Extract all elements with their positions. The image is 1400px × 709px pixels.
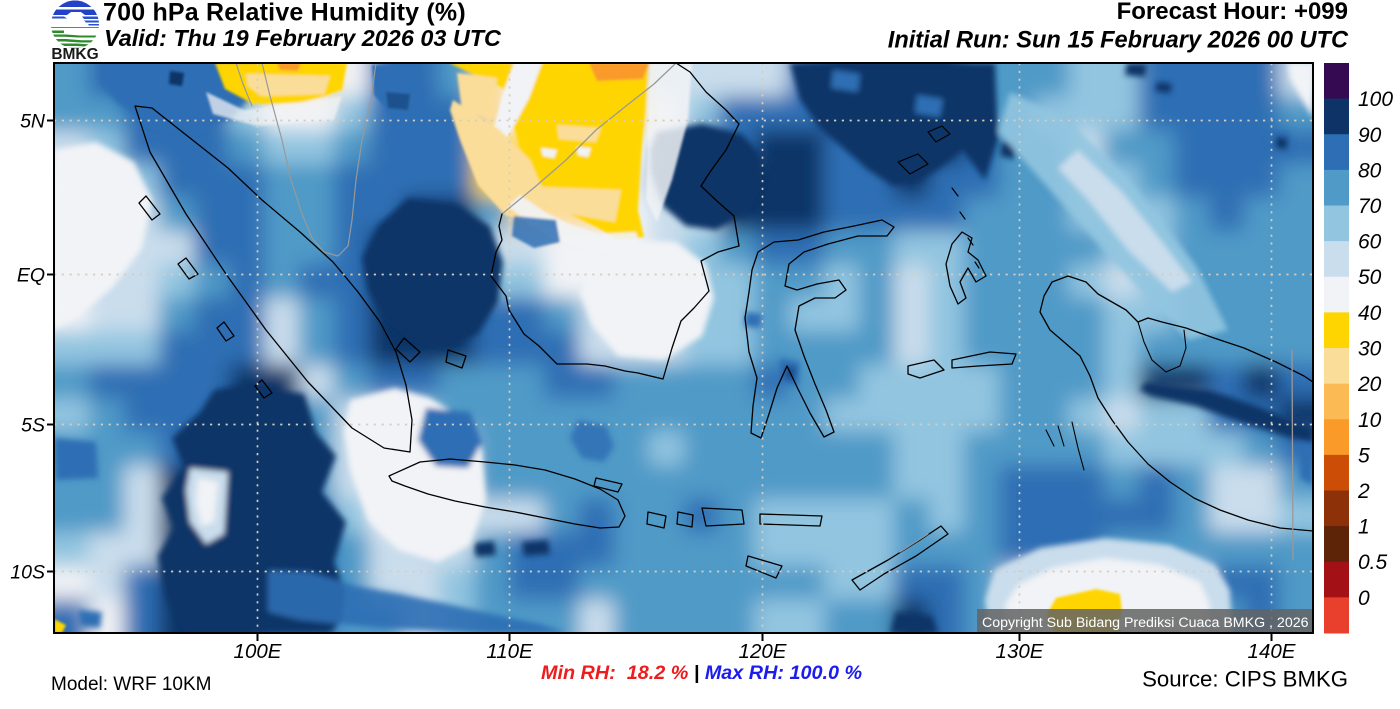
svg-text:80: 80 (1358, 159, 1382, 182)
svg-text:2: 2 (1357, 480, 1370, 503)
svg-text:10S: 10S (10, 562, 45, 584)
svg-text:EQ: EQ (17, 265, 45, 287)
svg-text:0: 0 (1358, 587, 1370, 610)
svg-text:Model: WRF 10KM: Model: WRF 10KM (51, 674, 211, 695)
svg-text:Forecast Hour: +099: Forecast Hour: +099 (1117, 0, 1348, 25)
svg-text:5S: 5S (21, 415, 45, 437)
svg-text:100E: 100E (234, 640, 282, 663)
svg-text:10: 10 (1358, 409, 1382, 432)
svg-text:Source: CIPS BMKG: Source: CIPS BMKG (1142, 667, 1348, 692)
svg-text:110E: 110E (486, 640, 533, 663)
svg-text:5N: 5N (20, 111, 46, 133)
svg-text:20: 20 (1357, 373, 1382, 396)
svg-text:Valid: Thu 19 February 2026 03: Valid: Thu 19 February 2026 03 UTC (104, 25, 502, 51)
svg-text:50: 50 (1358, 266, 1382, 289)
svg-text:90: 90 (1358, 124, 1382, 147)
svg-text:5: 5 (1358, 444, 1370, 467)
svg-text:BMKG: BMKG (51, 46, 98, 63)
svg-text:40: 40 (1358, 302, 1382, 325)
svg-text:70: 70 (1358, 195, 1382, 218)
svg-text:130E: 130E (996, 640, 1044, 663)
svg-text:700 hPa Relative Humidity (%): 700 hPa Relative Humidity (%) (103, 0, 466, 26)
svg-text:Min RH: 18.2 % | Max RH: 100.: Min RH: 18.2 % | Max RH: 100.0 % (541, 662, 862, 684)
svg-text:Initial Run: Sun 15 February 2: Initial Run: Sun 15 February 2026 00 UTC (888, 28, 1349, 54)
svg-text:120E: 120E (739, 640, 787, 663)
svg-text:Copyright Sub Bidang Prediksi: Copyright Sub Bidang Prediksi Cuaca BMKG… (982, 615, 1309, 631)
svg-text:1: 1 (1358, 516, 1370, 539)
svg-text:140E: 140E (1248, 640, 1296, 663)
svg-text:30: 30 (1358, 338, 1382, 361)
svg-text:0.5: 0.5 (1358, 551, 1388, 574)
svg-text:60: 60 (1358, 231, 1382, 254)
svg-text:100: 100 (1358, 88, 1393, 111)
